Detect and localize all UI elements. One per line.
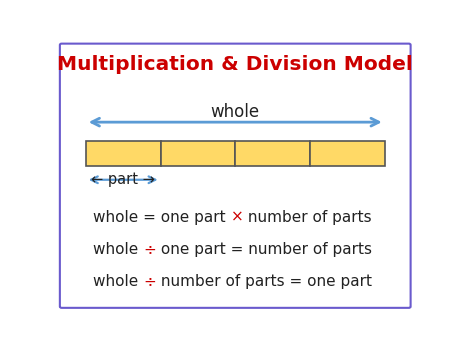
Text: whole = one part: whole = one part <box>93 210 230 225</box>
Bar <box>86 141 161 166</box>
Text: ×: × <box>230 210 243 225</box>
Bar <box>235 141 310 166</box>
Text: one part = number of parts: one part = number of parts <box>156 242 372 257</box>
Text: Multiplication & Division Model: Multiplication & Division Model <box>57 55 413 74</box>
Text: whole: whole <box>211 103 260 121</box>
Text: number of parts: number of parts <box>243 210 372 225</box>
Text: ÷: ÷ <box>143 274 156 289</box>
Text: whole: whole <box>93 242 143 257</box>
Bar <box>161 141 235 166</box>
Text: ÷: ÷ <box>143 242 156 257</box>
Text: number of parts = one part: number of parts = one part <box>156 274 372 289</box>
Text: ← part →: ← part → <box>91 172 155 187</box>
Bar <box>310 141 385 166</box>
Text: whole: whole <box>93 274 143 289</box>
FancyBboxPatch shape <box>60 44 411 308</box>
